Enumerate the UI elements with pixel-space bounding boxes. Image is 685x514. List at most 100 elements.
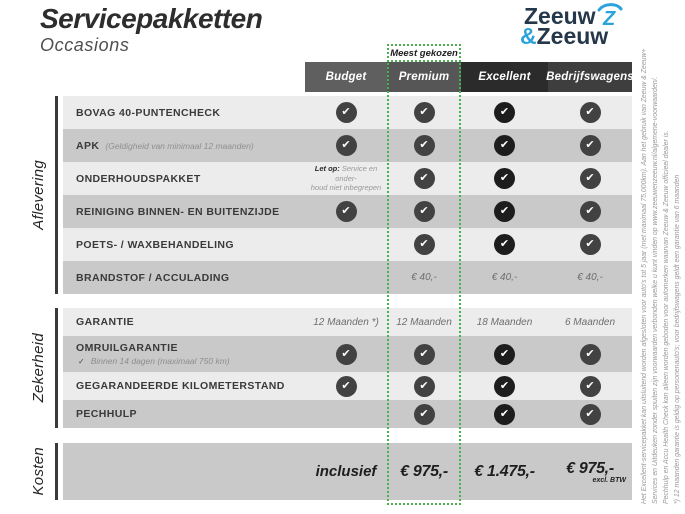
- table-row: GEGARANDEERDE KILOMETERSTAND ✔ ✔ ✔ ✔: [63, 372, 632, 400]
- page-subtitle: Occasions: [40, 34, 130, 55]
- table-row: ONDERHOUDSPAKKET Let op: Service en onder…: [63, 162, 632, 195]
- check-icon: ✔: [494, 201, 515, 222]
- value-cell-premium: € 40,-: [387, 261, 461, 294]
- footnotes: Het Excellent-servicepakket kan uitsluit…: [639, 18, 683, 504]
- check-icon: ✔: [413, 343, 435, 365]
- row-label: ONDERHOUDSPAKKET: [76, 172, 201, 185]
- row-label-cell: BRANDSTOF / ACCULADING: [63, 261, 305, 294]
- check-icon: ✔: [413, 403, 435, 425]
- cell-text: 12 Maanden *): [313, 316, 379, 328]
- side-label-text: Zekerheid: [30, 333, 47, 403]
- value-cell-budget: [305, 228, 387, 261]
- row-inline-note: (Geldigheid van minimaal 12 maanden): [105, 140, 254, 151]
- table-row: inclusief € 975,- € 1.475,- € 975,- excl. BT…: [63, 443, 632, 500]
- row-label: GARANTIE: [76, 316, 135, 328]
- section-kosten: inclusief € 975,- € 1.475,- € 975,- excl. BT…: [63, 443, 632, 500]
- value-cell-budget: 12 Maanden *): [305, 308, 387, 336]
- row-label-cell: GARANTIE: [63, 308, 305, 336]
- logo-word2: Zeeuw: [536, 23, 609, 49]
- value-cell-bedrijfswagens: € 40,-: [548, 261, 632, 294]
- value-cell-bedrijfswagens: ✔: [548, 129, 632, 162]
- value-cell-excellent: ✔: [461, 96, 548, 129]
- value-cell-excellent: € 40,-: [461, 261, 548, 294]
- section-zekerheid: GARANTIE 12 Maanden *) 12 Maanden 18 Maande…: [63, 308, 632, 428]
- value-cell-excellent: ✔: [461, 372, 548, 400]
- row-label-cell: POETS- / WAXBEHANDELING: [63, 228, 305, 261]
- table-row: GARANTIE 12 Maanden *) 12 Maanden 18 Maande…: [63, 308, 632, 336]
- value-cell-budget: Let op: Service en onder-houd niet inbeg…: [305, 162, 387, 195]
- side-label-text: Kosten: [30, 447, 47, 496]
- check-icon: ✔: [335, 343, 357, 365]
- value-cell-bedrijfswagens: ✔: [548, 336, 632, 372]
- cell-text: 18 Maanden: [476, 316, 533, 328]
- meest-gekozen-badge: Meest gekozen: [387, 44, 461, 62]
- value-cell-excellent: ✔: [461, 162, 548, 195]
- row-label-cell: BOVAG 40-PUNTENCHECK: [63, 96, 305, 129]
- svg-text:Z: Z: [602, 8, 616, 28]
- price-value: € 975,-: [566, 459, 614, 477]
- row-label: GEGARANDEERDE KILOMETERSTAND: [76, 380, 285, 392]
- value-cell-budget: ✔: [305, 372, 387, 400]
- value-cell-budget: ✔: [305, 129, 387, 162]
- footnote-line: Services en Uitdeuken zonder spuiten zij…: [651, 76, 659, 504]
- section-aflevering: BOVAG 40-PUNTENCHECK ✔ ✔ ✔ ✔ APK (Geldigheid v…: [63, 96, 632, 294]
- value-cell-bedrijfswagens: ✔: [548, 228, 632, 261]
- check-icon: ✔: [413, 135, 435, 156]
- check-icon: ✔: [494, 403, 515, 425]
- zeeuw-logo: Zeeuw Z &Zeeuw: [520, 3, 623, 49]
- value-cell-bedrijfswagens: € 975,- excl. BTW: [548, 443, 632, 500]
- check-icon: ✔: [579, 102, 601, 123]
- row-label: APK: [76, 139, 100, 152]
- check-icon: ✔: [579, 135, 601, 156]
- row-label: POETS- / WAXBEHANDELING: [76, 238, 234, 251]
- check-icon: ✔: [579, 403, 601, 425]
- row-sub-line: ✓ Binnen 14 dagen (maximaal 750 km): [76, 356, 230, 366]
- value-cell-premium: ✔: [387, 129, 461, 162]
- value-cell-bedrijfswagens: 6 Maanden: [548, 308, 632, 336]
- table-row: OMRUILGARANTIE ✓ Binnen 14 dagen (maximaal…: [63, 336, 632, 372]
- page-title: Servicepakketten: [40, 3, 263, 34]
- value-cell-excellent: ✔: [461, 336, 548, 372]
- row-label-cell: PECHHULP: [63, 400, 305, 428]
- value-cell-excellent: ✔: [461, 400, 548, 428]
- row-label-cell: REINIGING BINNEN- EN BUITENZIJDE: [63, 195, 305, 228]
- row-label-cell: GEGARANDEERDE KILOMETERSTAND: [63, 372, 305, 400]
- check-icon: ✔: [335, 102, 357, 123]
- cell-text: € 40,-: [577, 272, 603, 283]
- table-row: APK (Geldigheid van minimaal 12 maanden) ✔…: [63, 129, 632, 162]
- row-label: REINIGING BINNEN- EN BUITENZIJDE: [76, 205, 280, 218]
- table-row: BRANDSTOF / ACCULADING € 40,- € 40,- € 40,-: [63, 261, 632, 294]
- check-icon: ✔: [413, 168, 435, 189]
- value-cell-premium: ✔: [387, 195, 461, 228]
- value-cell-excellent: ✔: [461, 195, 548, 228]
- value-cell-bedrijfswagens: ✔: [548, 162, 632, 195]
- footnote-line: Het Excellent-servicepakket kan uitsluit…: [640, 48, 648, 504]
- check-icon: ✔: [413, 201, 435, 222]
- column-header-premium: Premium: [387, 62, 461, 92]
- row-label-cell: APK (Geldigheid van minimaal 12 maanden): [63, 129, 305, 162]
- side-label-text: Aflevering: [30, 160, 47, 230]
- check-icon: ✔: [579, 201, 601, 222]
- value-cell-budget: inclusief: [305, 443, 387, 500]
- value-cell-bedrijfswagens: ✔: [548, 195, 632, 228]
- check-icon: ✔: [335, 375, 357, 397]
- row-label-cell: [63, 443, 305, 500]
- row-sub-text: Binnen 14 dagen (maximaal 750 km): [90, 356, 230, 366]
- check-icon: ✔: [494, 375, 515, 397]
- value-cell-bedrijfswagens: ✔: [548, 96, 632, 129]
- table-row: PECHHULP ✔ ✔ ✔: [63, 400, 632, 428]
- logo-ampersand: &: [520, 23, 537, 49]
- check-icon: ✔: [413, 234, 435, 255]
- cell-text: 12 Maanden: [396, 316, 452, 328]
- check-icon: ✔: [494, 135, 515, 156]
- column-headers: Budget Premium Excellent Bedrijfswagens: [63, 62, 634, 92]
- check-icon: ✔: [335, 201, 357, 222]
- value-cell-excellent: 18 Maanden: [461, 308, 548, 336]
- row-label-cell: ONDERHOUDSPAKKET: [63, 162, 305, 195]
- table-row: POETS- / WAXBEHANDELING ✔ ✔ ✔: [63, 228, 632, 261]
- value-cell-premium: ✔: [387, 228, 461, 261]
- value-cell-bedrijfswagens: ✔: [548, 400, 632, 428]
- row-label: BRANDSTOF / ACCULADING: [76, 271, 230, 284]
- price-value: € 975,-: [400, 462, 448, 480]
